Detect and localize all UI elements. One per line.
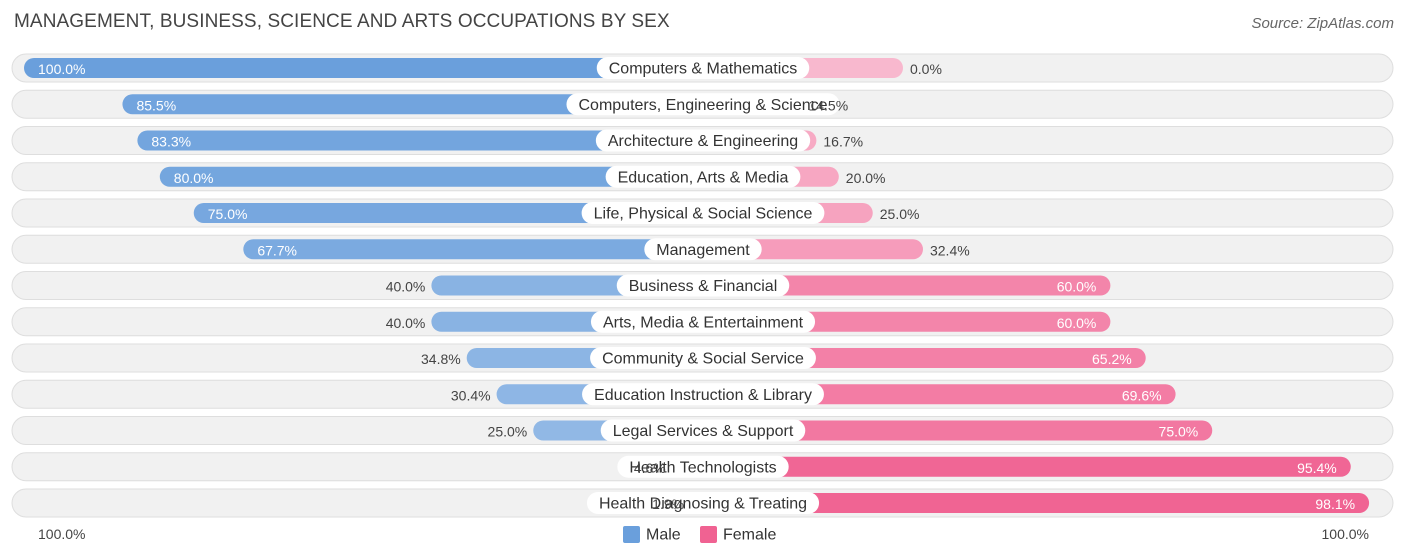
chart-source: Source: ZipAtlas.com [1251, 15, 1394, 32]
category-label-box [616, 274, 790, 297]
male-bar [159, 166, 704, 187]
female-value-label: 32.4% [930, 242, 970, 258]
category-label: Health Technologists [629, 459, 776, 476]
category-label: Community & Social Service [602, 351, 804, 368]
category-label: Architecture & Engineering [608, 133, 798, 150]
female-value-label: 14.5% [808, 97, 848, 113]
male-value-label: 100.0% [38, 61, 85, 77]
category-label: Health Diagnosing & Treating [599, 496, 807, 513]
male-value-label: 1.9% [652, 496, 684, 512]
category-label-box [590, 310, 816, 333]
category-label-box [596, 57, 810, 79]
male-value-label: 40.0% [386, 315, 426, 331]
legend-female-label: Female [723, 527, 776, 544]
male-value-label: 25.0% [488, 424, 528, 440]
male-bar [24, 58, 703, 78]
category-label: Arts, Media & Entertainment [603, 314, 804, 331]
female-value-label: 60.0% [1057, 315, 1097, 331]
female-value-label: 60.0% [1057, 279, 1097, 295]
female-bar [703, 493, 1370, 513]
female-value-label: 98.1% [1315, 496, 1355, 512]
male-value-label: 85.5% [136, 97, 176, 113]
male-value-label: 75.0% [208, 206, 248, 222]
category-label-box [644, 238, 762, 261]
category-label-box [595, 129, 811, 152]
category-label-box [586, 492, 820, 514]
female-value-label: 25.0% [880, 206, 920, 222]
legend-male-label: Male [646, 527, 681, 544]
male-bar [243, 239, 703, 260]
female-value-label: 16.7% [823, 134, 863, 150]
male-value-label: 67.7% [257, 242, 297, 258]
category-label: Education, Arts & Media [618, 169, 789, 186]
category-label: Education Instruction & Library [594, 387, 812, 404]
female-bar [703, 275, 1111, 296]
category-label-box [590, 347, 816, 369]
category-label: Business & Financial [629, 278, 778, 295]
legend-female-swatch [700, 526, 717, 543]
category-label: Legal Services & Support [613, 423, 794, 440]
axis-right-label: 100.0% [1322, 526, 1369, 542]
male-value-label: 80.0% [174, 170, 214, 186]
female-value-label: 75.0% [1159, 424, 1199, 440]
category-label-box [566, 93, 840, 116]
female-value-label: 69.6% [1122, 387, 1162, 403]
female-value-label: 95.4% [1297, 460, 1337, 476]
male-bar [193, 203, 703, 223]
category-label: Management [656, 242, 750, 259]
legend-male-swatch [623, 526, 640, 543]
category-label-box [617, 455, 789, 478]
male-value-label: 30.4% [451, 387, 491, 403]
category-label: Computers & Mathematics [609, 61, 798, 78]
male-bar [122, 94, 703, 115]
female-value-label: 65.2% [1092, 351, 1132, 367]
male-value-label: 40.0% [386, 279, 426, 295]
female-bar [703, 420, 1213, 441]
category-label-box [582, 383, 824, 406]
category-label-box [605, 165, 801, 188]
male-bar [137, 130, 703, 151]
category-label: Life, Physical & Social Science [594, 206, 813, 223]
chart-title: MANAGEMENT, BUSINESS, SCIENCE AND ARTS O… [14, 11, 670, 32]
category-label: Computers, Engineering & Science [578, 97, 827, 114]
female-value-label: 0.0% [910, 61, 942, 77]
male-value-label: 34.8% [421, 351, 461, 367]
male-value-label: 83.3% [151, 134, 191, 150]
female-value-label: 20.0% [846, 170, 886, 186]
male-value-label: 4.6% [634, 460, 666, 476]
female-bar [703, 456, 1351, 477]
category-label-box [600, 419, 806, 442]
category-label-box [581, 202, 825, 224]
axis-left-label: 100.0% [38, 526, 85, 542]
